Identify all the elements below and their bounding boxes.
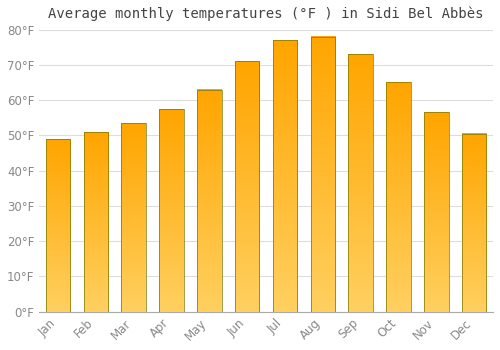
Bar [348,54,373,312]
Bar [46,139,70,312]
Bar [122,123,146,312]
Bar [197,90,222,312]
Bar [462,134,486,312]
Bar [310,37,335,312]
Bar [84,132,108,312]
Bar [235,61,260,312]
Bar [272,40,297,312]
Bar [160,109,184,312]
Title: Average monthly temperatures (°F ) in Sidi Bel Abbès: Average monthly temperatures (°F ) in Si… [48,7,484,21]
Bar [424,112,448,312]
Bar [386,83,411,312]
